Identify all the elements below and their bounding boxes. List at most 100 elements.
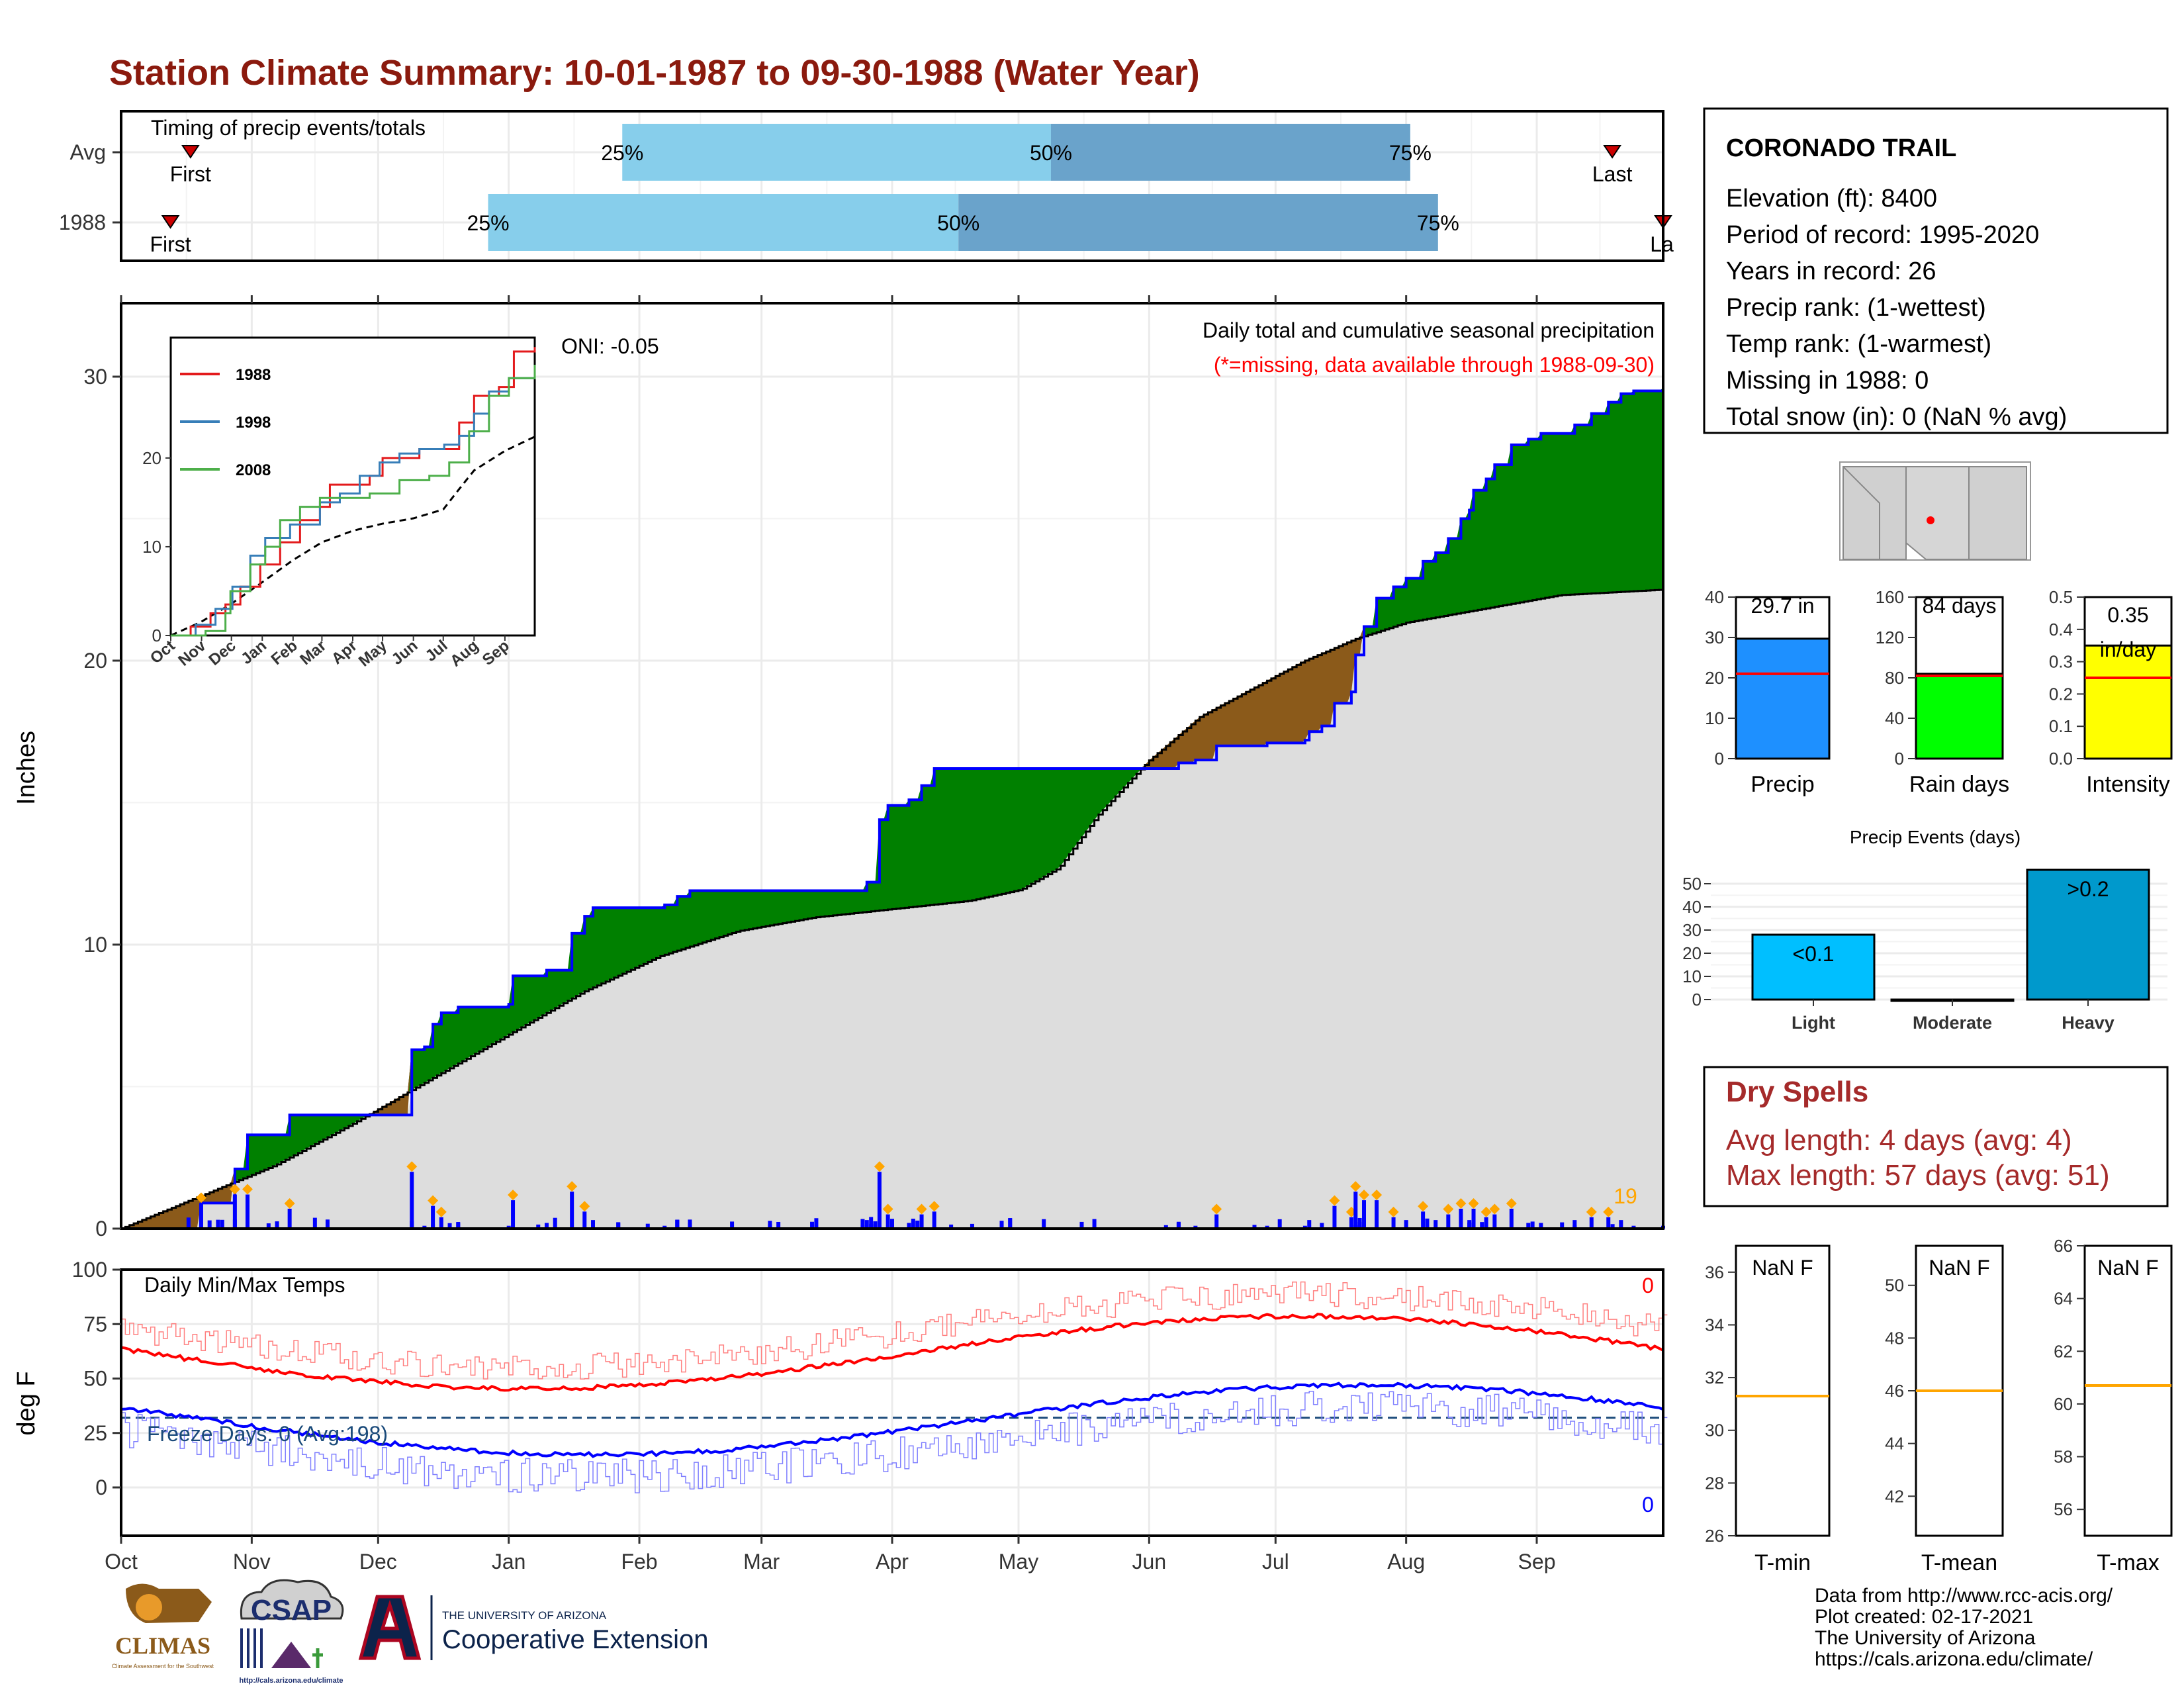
daily-precip-bar (1526, 1223, 1531, 1229)
csap-logo: CSAP http://cals.arizona.edu/climate (238, 1579, 344, 1685)
daily-precip-bar (216, 1219, 220, 1229)
month-tick-label: Nov (233, 1550, 271, 1573)
daily-precip-bar (949, 1224, 954, 1229)
temp-box-tick-label: 56 (2054, 1499, 2073, 1519)
events-y-tick-label: 10 (1682, 966, 1702, 986)
daily-precip-bar (1277, 1219, 1282, 1229)
summary-bar-name-0: Precip (1751, 772, 1814, 797)
temp-box-frame-2 (2083, 1244, 2173, 1537)
temp-box-tick-label: 66 (2054, 1236, 2073, 1256)
daily-precip-bar (591, 1220, 596, 1229)
last-event-label: Last (1592, 162, 1633, 186)
daily-precip-bar (886, 1214, 890, 1229)
map-state-ca (1843, 466, 1907, 560)
temp-box-value-label-0: NaN F (1752, 1256, 1813, 1280)
temp-y-axis: 0 25 50 75 100 (72, 1258, 121, 1499)
summary-bar-0 (1735, 637, 1831, 760)
daily-precip-bar (1302, 1225, 1307, 1229)
temp-box-tick-label: 26 (1705, 1526, 1724, 1546)
heavy-precip-marker (1371, 1190, 1383, 1201)
ua-line2: Cooperative Extension (442, 1625, 708, 1654)
precip-y-label: Inches (13, 731, 40, 805)
daily-precip-bar (1320, 1223, 1324, 1229)
daily-precip-bar (186, 1217, 191, 1229)
csap-cactus (312, 1648, 323, 1668)
inset-y-tick-label: 0 (152, 626, 161, 645)
daily-precip-bar (1214, 1214, 1219, 1229)
daily-precip-bar (776, 1221, 781, 1229)
normal-min-temp-line (120, 1382, 1664, 1458)
month-tick-label: Feb (621, 1550, 657, 1573)
temp-y-tick-label: 50 (83, 1367, 107, 1391)
temp-box-tick-label: 64 (2054, 1289, 2073, 1309)
summary-bar-value-label-0: 29.7 in (1751, 594, 1814, 618)
daily-precip-bar (730, 1221, 735, 1229)
heavy-precip-marker (428, 1195, 439, 1206)
daily-precip-bar (1176, 1221, 1181, 1229)
map-state-az (1905, 466, 1970, 560)
timing-bar-50-75 (958, 194, 1438, 251)
daily-precip-bar (877, 1172, 882, 1229)
daily-precip-bar (220, 1219, 224, 1229)
temp-box-tick-label: 48 (1885, 1328, 1904, 1348)
heavy-precip-marker (874, 1161, 885, 1172)
footer-url: https://cals.arizona.edu/climate/ (1815, 1648, 2093, 1670)
station-missing: Missing in 1988: 0 (1726, 367, 1929, 395)
daily-precip-bar (1092, 1219, 1097, 1229)
heavy-precip-marker (579, 1201, 590, 1212)
daily-precip-bar (1349, 1217, 1353, 1229)
inset-series-line-2008 (171, 365, 536, 637)
heavy-precip-marker (406, 1161, 418, 1172)
daily-precip-bar (860, 1219, 865, 1229)
inset-y-tick-label: 10 (142, 537, 161, 557)
daily-precip-bar (1265, 1225, 1269, 1229)
daily-precip-bar (439, 1217, 443, 1229)
daily-precip-bar (570, 1192, 574, 1229)
daily-precip-bar (245, 1194, 250, 1229)
daily-precip-bar (907, 1223, 911, 1229)
daily-precip-bar (864, 1220, 869, 1229)
summary-bar-tick-label: 30 (1705, 628, 1724, 647)
month-tick-label: Mar (743, 1550, 780, 1573)
temp-box-frame-0 (1735, 1244, 1831, 1537)
summary-bar-tick-label: 0.4 (2049, 620, 2073, 639)
daily-precip-bar (1404, 1220, 1408, 1229)
inset-normal-line (170, 436, 535, 637)
heavy-precip-marker (435, 1206, 447, 1217)
temp-panel: 0 25 50 75 100 Oct Nov Dec Jan Feb Mar Apr May Jun Ju… (13, 1258, 1668, 1573)
map-border (1843, 466, 1880, 559)
precip-events-chart: Precip Events (days) 0 10 20 30 40 50 <0.1 Ligh… (1682, 827, 2167, 1033)
map-state-nm (1968, 466, 2027, 560)
normal-max-temp-line (120, 1313, 1664, 1392)
inset-legend-label: 1988 (236, 366, 271, 384)
dry-spells-frame (1703, 1066, 2169, 1207)
daily-precip-bar (810, 1221, 815, 1229)
heavy-precip-marker (229, 1184, 240, 1195)
summary-bars: 0 10 20 30 40 29.7 in Precip 0 40 80 120 160 84 days… (1705, 587, 2173, 797)
daily-min-temp-line (121, 1390, 1668, 1493)
heavy-precip-marker (242, 1184, 253, 1195)
summary-bar-tick-label: 20 (1705, 668, 1724, 688)
temp-box-tick-label: 32 (1705, 1368, 1724, 1387)
timing-row-avg: Avg (69, 140, 106, 164)
timing-pct-label: 25% (601, 141, 643, 165)
timing-pct-label: 25% (467, 211, 510, 235)
precip-y-tick-label: 30 (83, 365, 107, 389)
inset-x-tick-label: Apr (328, 637, 361, 668)
daily-precip-bar (1492, 1214, 1497, 1229)
inset-x-tick-label: Nov (175, 636, 210, 669)
freeze-days-label: Freeze Days: 0 (Avg:198) (147, 1422, 388, 1446)
precip-y-tick-label: 0 (95, 1217, 107, 1241)
daily-precip-bar (410, 1172, 414, 1229)
climas-logo-sun (136, 1594, 162, 1620)
daily-precip-bar (1353, 1225, 1358, 1229)
daily-precip-bar (1008, 1218, 1013, 1229)
daily-precip-bar (1631, 1225, 1636, 1229)
heavy-precip-marker (1350, 1181, 1361, 1192)
temp-box-name-0: T-min (1754, 1550, 1811, 1575)
inset-x-tick-label: May (355, 636, 391, 670)
oni-label: ONI: -0.05 (561, 334, 659, 358)
